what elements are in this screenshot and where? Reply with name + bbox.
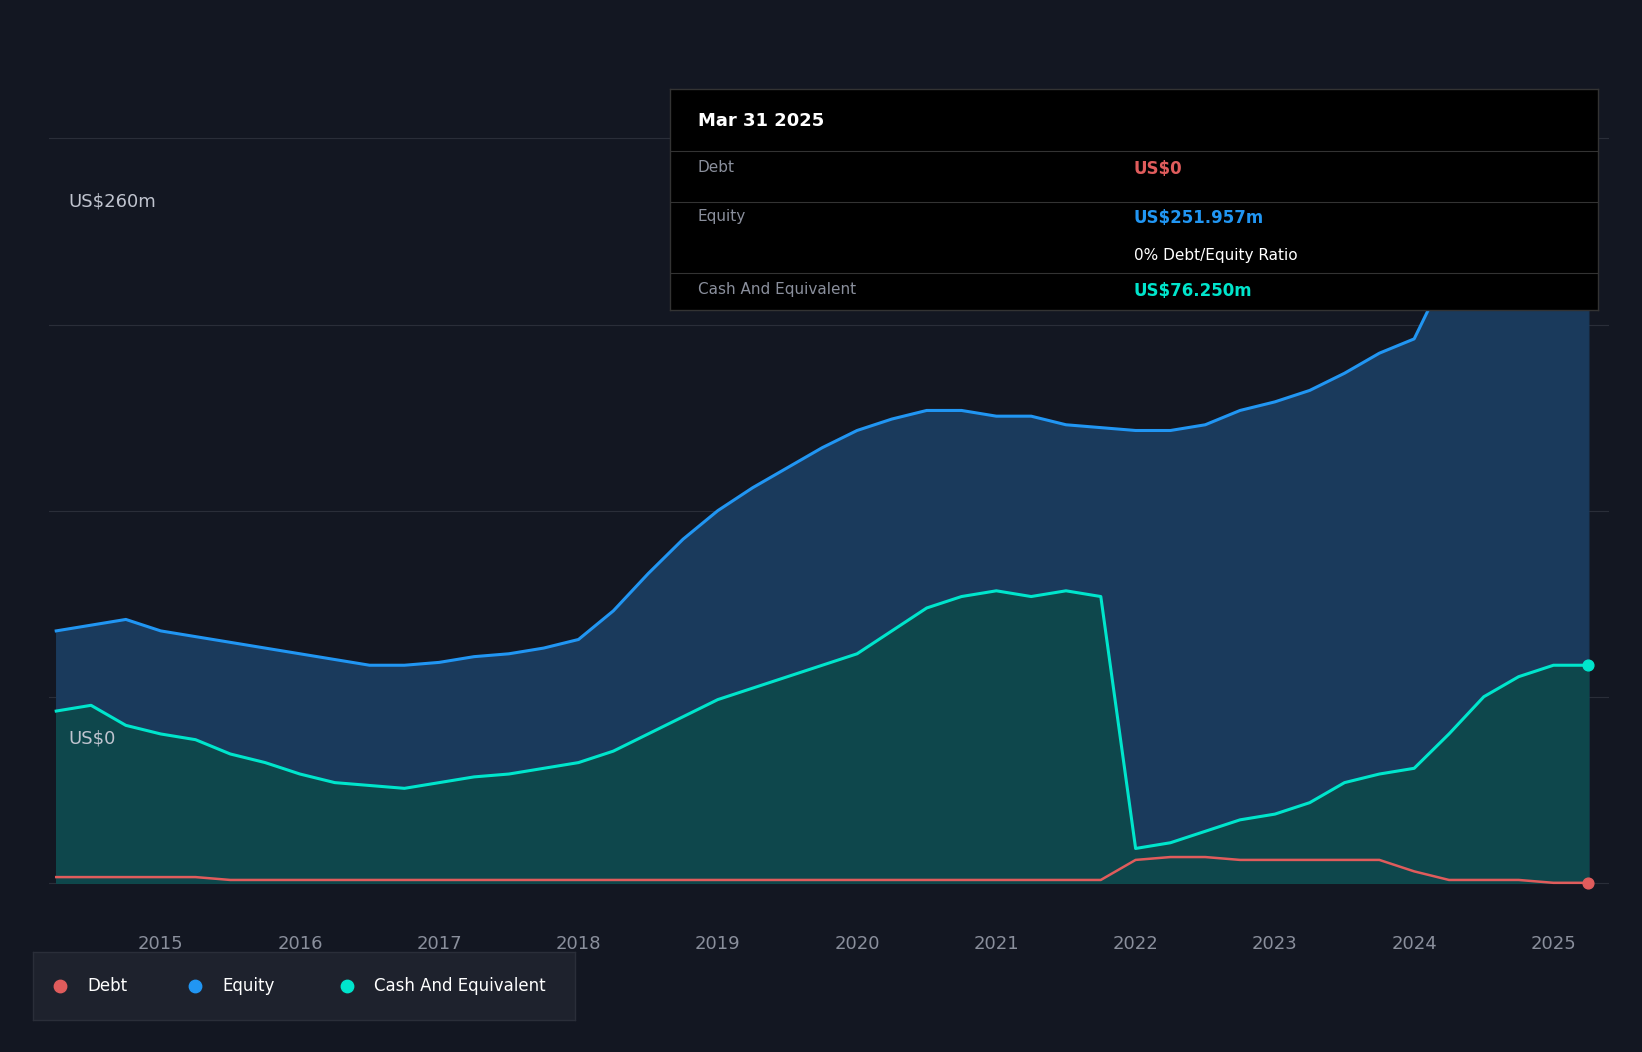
Text: 0% Debt/Equity Ratio: 0% Debt/Equity Ratio [1133, 248, 1297, 263]
Point [333, 978, 360, 995]
Point [1575, 656, 1601, 673]
Point [182, 978, 209, 995]
Point [1575, 874, 1601, 891]
Text: US$0: US$0 [67, 729, 115, 747]
Text: Debt: Debt [698, 160, 734, 175]
Text: Mar 31 2025: Mar 31 2025 [698, 112, 824, 129]
Text: US$76.250m: US$76.250m [1133, 282, 1253, 300]
Point [48, 978, 74, 995]
Text: Equity: Equity [223, 977, 274, 995]
Point [1575, 153, 1601, 169]
Text: US$0: US$0 [1133, 160, 1182, 178]
Text: US$260m: US$260m [67, 193, 156, 210]
Text: Equity: Equity [698, 208, 745, 224]
Text: Cash And Equivalent: Cash And Equivalent [698, 282, 855, 297]
Text: US$251.957m: US$251.957m [1133, 208, 1264, 227]
Text: Debt: Debt [87, 977, 126, 995]
Text: Cash And Equivalent: Cash And Equivalent [374, 977, 545, 995]
